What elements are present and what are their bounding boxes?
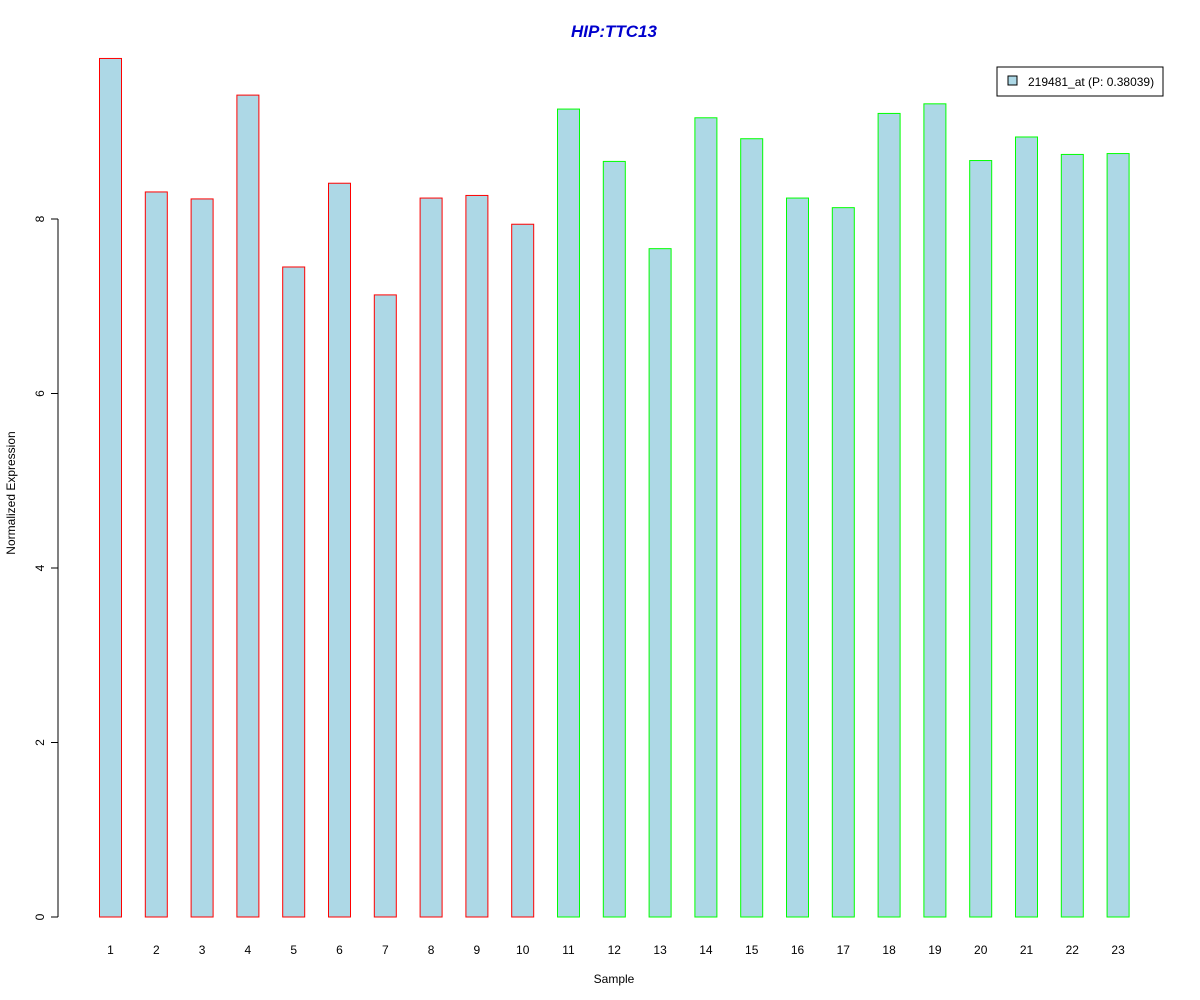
chart-title: HIP:TTC13	[571, 22, 658, 41]
x-tick-label: 23	[1111, 943, 1125, 957]
bar	[740, 138, 764, 918]
y-tick-label: 2	[33, 739, 47, 746]
x-tick-label: 16	[791, 943, 805, 957]
x-tick-label: 5	[290, 943, 297, 957]
bar	[236, 94, 260, 918]
y-tick-label: 0	[33, 913, 47, 920]
bar	[144, 191, 168, 918]
bar	[1060, 153, 1084, 918]
x-tick-label: 1	[107, 943, 114, 957]
x-tick-label: 21	[1020, 943, 1034, 957]
x-tick-label: 20	[974, 943, 988, 957]
x-tick-label: 10	[516, 943, 530, 957]
bar	[602, 160, 626, 918]
legend-label: 219481_at (P: 0.38039)	[1028, 75, 1154, 89]
bar	[1015, 136, 1038, 918]
x-tick-label: 19	[928, 943, 942, 957]
x-tick-label: 17	[837, 943, 851, 957]
bar	[694, 117, 718, 918]
bar	[419, 197, 443, 918]
bar	[557, 108, 580, 918]
bar	[923, 103, 947, 918]
bar	[1106, 153, 1130, 918]
x-tick-label: 18	[882, 943, 896, 957]
y-tick-label: 6	[33, 390, 47, 397]
bar	[831, 207, 855, 918]
y-tick-label: 4	[33, 564, 47, 571]
legend-swatch	[1007, 75, 1018, 86]
x-tick-label: 22	[1066, 943, 1080, 957]
bar	[99, 57, 122, 918]
x-tick-label: 4	[245, 943, 252, 957]
bars-group	[99, 57, 1130, 918]
y-tick-label: 8	[33, 215, 47, 222]
legend: 219481_at (P: 0.38039)	[996, 66, 1164, 97]
x-tick-label: 3	[199, 943, 206, 957]
x-tick-label: 9	[474, 943, 481, 957]
x-tick-label: 8	[428, 943, 435, 957]
bar	[190, 198, 214, 918]
bar	[786, 197, 809, 918]
bar	[511, 223, 535, 918]
bar	[465, 194, 489, 918]
legend-box	[996, 66, 1164, 97]
bar	[969, 160, 993, 918]
bar	[877, 112, 901, 918]
x-axis-label: Sample	[594, 972, 635, 986]
bar	[648, 248, 672, 918]
x-tick-label: 15	[745, 943, 759, 957]
x-tick-label: 14	[699, 943, 713, 957]
bar	[282, 266, 306, 918]
bar	[328, 182, 351, 918]
x-tick-label: 2	[153, 943, 160, 957]
x-tick-label: 11	[562, 943, 575, 957]
x-tick-label: 13	[653, 943, 667, 957]
y-axis-label: Normalized Expression	[4, 431, 18, 554]
x-tick-label: 7	[382, 943, 389, 957]
x-tick-label: 12	[608, 943, 622, 957]
y-axis: 0 2 4 6 8	[33, 215, 59, 920]
x-tick-labels: 1 2 3 4 5 6 7 8 9 10 11 12 13 14 15 16 17 18 19 20 21 22 23	[107, 943, 1125, 957]
bar	[373, 294, 397, 918]
x-tick-label: 6	[336, 943, 343, 957]
